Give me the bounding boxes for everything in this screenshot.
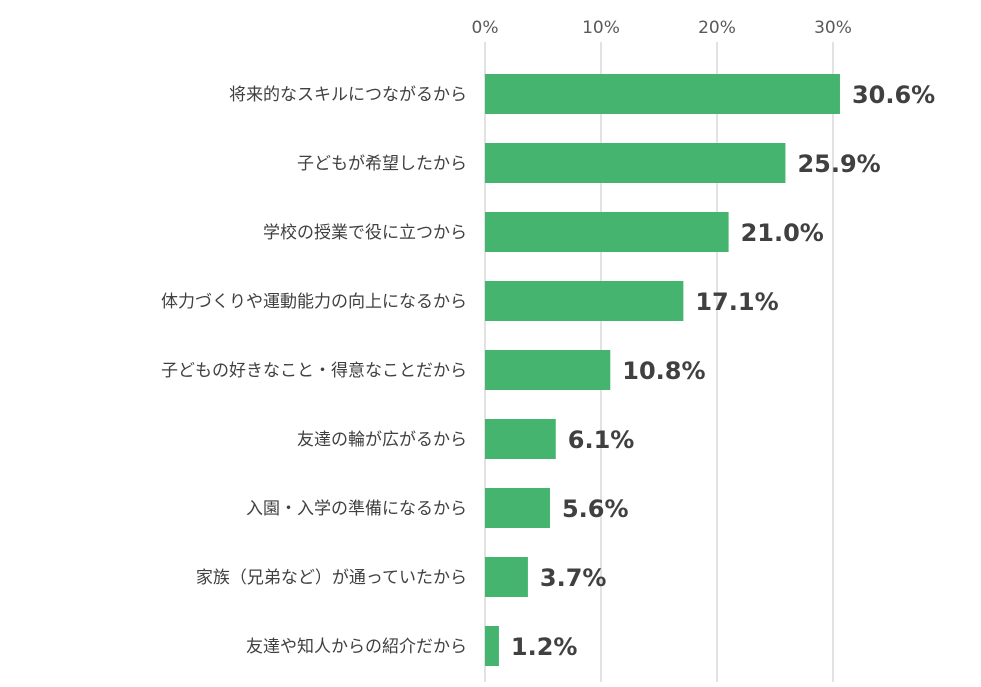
value-label: 1.2% xyxy=(511,633,578,661)
category-label: 友達の輪が広がるから xyxy=(297,430,467,450)
bar xyxy=(485,557,528,597)
value-label: 3.7% xyxy=(540,564,607,592)
value-label: 6.1% xyxy=(568,426,635,454)
x-tick-label: 30% xyxy=(814,18,852,38)
category-label: 入園・入学の準備になるから xyxy=(246,499,467,519)
bar xyxy=(485,281,684,321)
category-label: 学校の授業で役に立つから xyxy=(263,223,467,243)
bar xyxy=(485,350,611,390)
x-axis-ticks: 0% 10% 20% 30% xyxy=(472,18,852,38)
category-label: 友達や知人からの紹介だから xyxy=(246,637,467,657)
category-label: 将来的なスキルにつながるから xyxy=(229,85,467,105)
category-labels: 将来的なスキルにつながるから子どもが希望したから学校の授業で役に立つから体力づく… xyxy=(161,85,467,657)
bar xyxy=(485,626,499,666)
value-label: 30.6% xyxy=(852,81,935,109)
category-label: 体力づくりや運動能力の向上になるから xyxy=(161,292,467,312)
value-labels: 30.6% 25.9% 21.0% 17.1% 10.8% 6.1% 5.6% 3.7% 1.2… xyxy=(511,81,935,661)
bar xyxy=(485,74,840,114)
bar xyxy=(485,488,550,528)
bar xyxy=(485,143,786,183)
category-label: 子どもの好きなこと・得意なことだから xyxy=(161,361,467,381)
value-label: 25.9% xyxy=(797,150,880,178)
value-label: 21.0% xyxy=(741,219,824,247)
value-label: 5.6% xyxy=(562,495,629,523)
bar xyxy=(485,212,729,252)
category-label: 子どもが希望したから xyxy=(297,154,467,174)
category-label: 家族（兄弟など）が通っていたから xyxy=(196,568,467,588)
x-tick-label: 10% xyxy=(582,18,620,38)
x-tick-label: 20% xyxy=(698,18,736,38)
value-label: 10.8% xyxy=(622,357,705,385)
bar xyxy=(485,419,556,459)
bars xyxy=(485,74,840,666)
x-tick-label: 0% xyxy=(472,18,499,38)
value-label: 17.1% xyxy=(695,288,778,316)
